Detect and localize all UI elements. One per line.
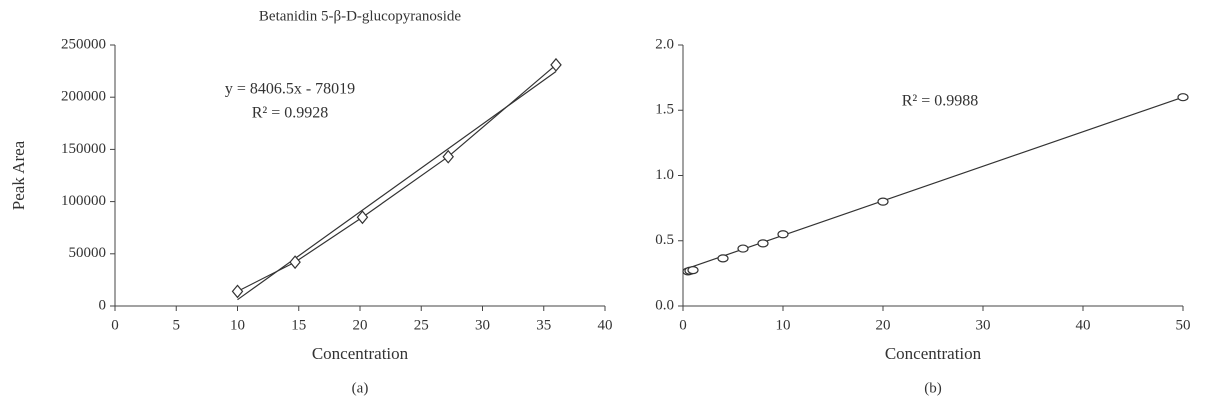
annotation: R² = 0.9988 — [902, 93, 979, 110]
marker — [356, 210, 369, 225]
marker — [442, 149, 454, 164]
marker — [717, 254, 729, 263]
x-tick-label: 20 — [353, 317, 368, 333]
marker — [757, 239, 769, 248]
annotation: R² = 0.9928 — [252, 105, 329, 122]
y-tick-label: 1.5 — [655, 102, 674, 118]
marker — [687, 266, 699, 275]
marker — [777, 230, 789, 239]
data-line — [237, 64, 557, 292]
y-tick-label: 100000 — [61, 193, 106, 209]
marker — [877, 197, 889, 206]
marker — [289, 255, 301, 270]
y-tick-label: 150000 — [61, 141, 106, 157]
x-tick-label: 0 — [679, 317, 687, 333]
marker — [550, 57, 562, 72]
x-tick-label: 10 — [230, 317, 245, 333]
x-tick-label: 30 — [475, 317, 490, 333]
y-tick-label: 50000 — [69, 245, 107, 261]
marker — [737, 244, 749, 253]
x-tick-label: 50 — [1176, 317, 1191, 333]
trendline — [687, 96, 1184, 269]
y-tick-label: 200000 — [61, 89, 106, 105]
x-tick-label: 15 — [291, 317, 306, 333]
x-tick-label: 25 — [414, 317, 429, 333]
x-tick-label: 20 — [876, 317, 891, 333]
caption: (a) — [352, 380, 369, 396]
marker — [231, 284, 244, 299]
x-tick-label: 5 — [173, 317, 181, 333]
x-axis-label: Concentration — [312, 344, 409, 363]
y-tick-label: 0 — [99, 297, 107, 313]
x-tick-label: 30 — [976, 317, 991, 333]
marker — [1177, 93, 1189, 102]
chart-title: Betanidin 5-β-D-glucopyranoside — [259, 8, 462, 24]
x-axis-label: Concentration — [885, 344, 982, 363]
x-tick-label: 0 — [111, 317, 119, 333]
x-tick-label: 35 — [536, 317, 551, 333]
y-tick-label: 1.0 — [655, 167, 674, 183]
x-tick-label: 40 — [1076, 317, 1091, 333]
caption: (b) — [924, 380, 942, 396]
y-tick-label: 250000 — [61, 36, 106, 52]
x-tick-label: 10 — [776, 317, 791, 333]
annotation: y = 8406.5x - 78019 — [225, 81, 355, 98]
y-tick-label: 2.0 — [655, 36, 674, 52]
y-axis-label: Peak Area — [9, 140, 28, 210]
y-tick-label: 0.0 — [655, 297, 674, 313]
y-tick-label: 0.5 — [655, 232, 674, 248]
x-tick-label: 40 — [598, 317, 613, 333]
